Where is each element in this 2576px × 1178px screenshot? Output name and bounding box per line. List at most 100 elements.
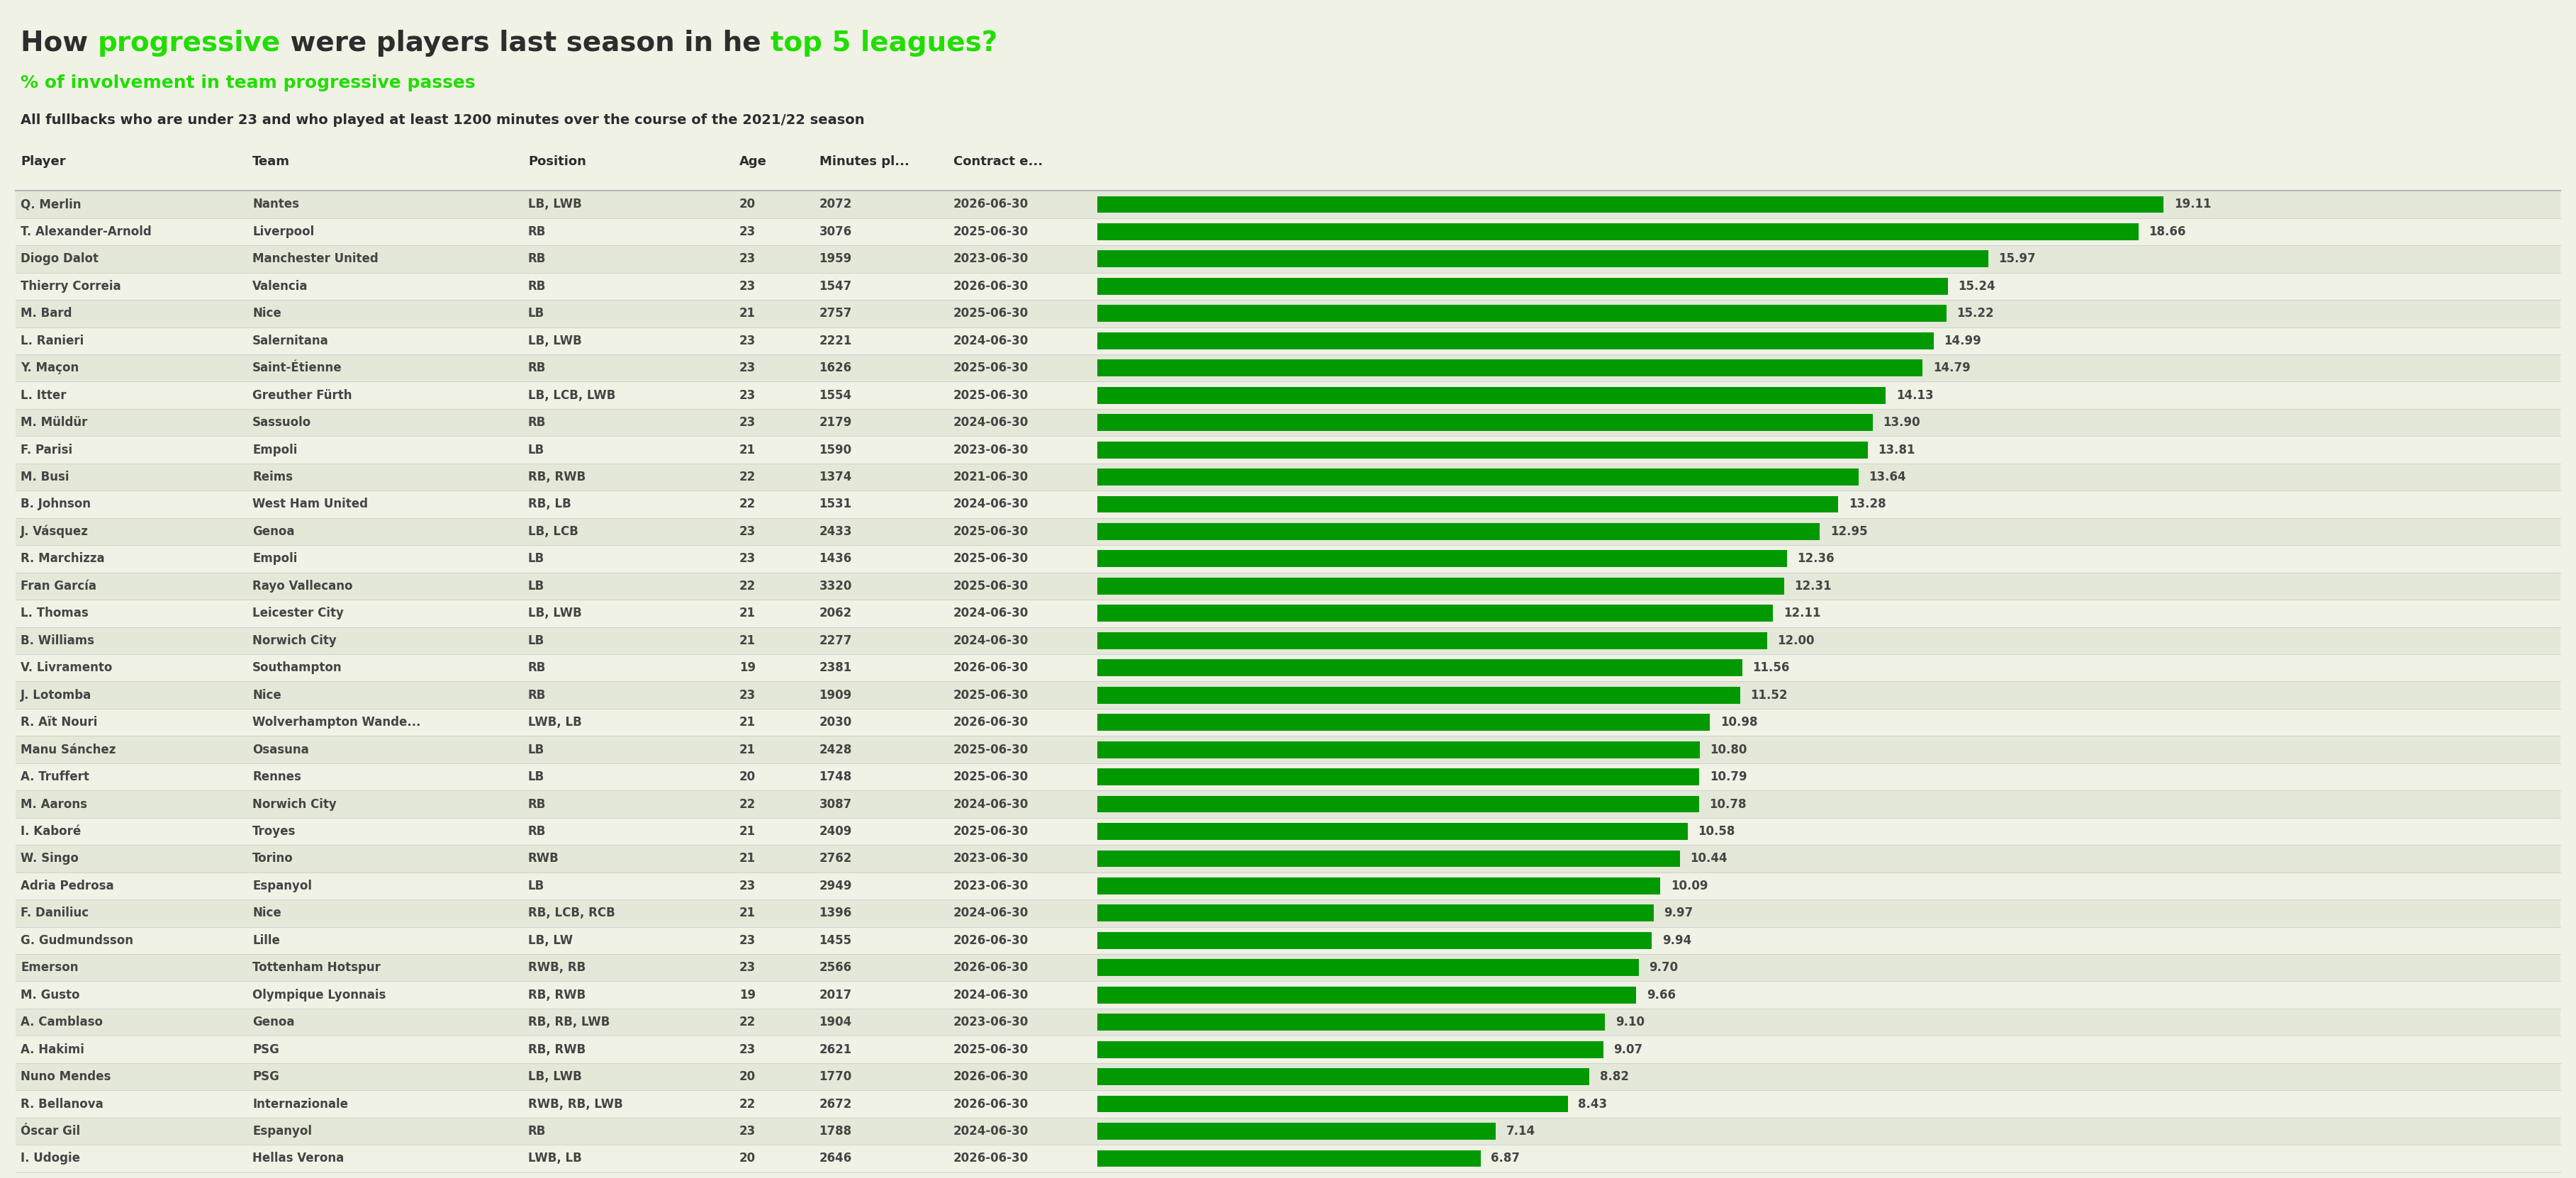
Text: 23: 23	[739, 552, 755, 565]
Text: RB: RB	[528, 1125, 546, 1138]
Bar	[15, 627, 2561, 654]
Text: RB: RB	[528, 416, 546, 429]
Text: 3087: 3087	[819, 798, 853, 810]
Text: LB, LCB: LB, LCB	[528, 525, 580, 538]
Bar	[1097, 305, 1947, 322]
Text: 2025-06-30: 2025-06-30	[953, 362, 1028, 375]
Text: 21: 21	[739, 907, 755, 920]
Text: 10.44: 10.44	[1690, 852, 1728, 865]
Text: LB: LB	[528, 552, 544, 565]
Text: 2026-06-30: 2026-06-30	[953, 1098, 1028, 1111]
Text: 19.11: 19.11	[2174, 198, 2210, 211]
Bar	[1097, 1041, 1602, 1058]
Bar	[15, 954, 2561, 981]
Text: 2017: 2017	[819, 988, 853, 1001]
Text: 2023-06-30: 2023-06-30	[953, 852, 1028, 865]
Text: Adria Pedrosa: Adria Pedrosa	[21, 880, 113, 892]
Text: 2024-06-30: 2024-06-30	[953, 988, 1028, 1001]
Text: 1547: 1547	[819, 280, 853, 292]
Text: L. Thomas: L. Thomas	[21, 607, 88, 620]
Text: 1959: 1959	[819, 252, 853, 265]
Text: LB: LB	[528, 443, 544, 456]
Bar	[15, 1035, 2561, 1063]
Text: Emerson: Emerson	[21, 961, 77, 974]
Text: 1455: 1455	[819, 934, 853, 947]
Bar	[1097, 633, 1767, 649]
Bar	[1097, 442, 1868, 458]
Text: 21: 21	[739, 634, 755, 647]
Bar	[1097, 577, 1785, 595]
Text: RB: RB	[528, 252, 546, 265]
Bar	[15, 1145, 2561, 1172]
Text: RB, RWB: RB, RWB	[528, 988, 585, 1001]
Text: 11.56: 11.56	[1752, 662, 1790, 674]
Text: Reims: Reims	[252, 471, 294, 483]
Text: LWB, LB: LWB, LB	[528, 716, 582, 729]
Bar	[15, 736, 2561, 763]
Text: 21: 21	[739, 743, 755, 756]
Bar	[1097, 878, 1662, 894]
Bar	[15, 790, 2561, 818]
Text: 14.79: 14.79	[1932, 362, 1971, 375]
Text: 2026-06-30: 2026-06-30	[953, 934, 1028, 947]
Text: 12.31: 12.31	[1795, 580, 1832, 593]
Text: Diogo Dalot: Diogo Dalot	[21, 252, 98, 265]
Text: 23: 23	[739, 934, 755, 947]
Text: 22: 22	[739, 498, 755, 511]
Bar	[1097, 660, 1741, 676]
Text: A. Hakimi: A. Hakimi	[21, 1043, 85, 1055]
Text: 13.64: 13.64	[1868, 471, 1906, 483]
Text: 2025-06-30: 2025-06-30	[953, 770, 1028, 783]
Text: R. Marchizza: R. Marchizza	[21, 552, 106, 565]
Text: LB: LB	[528, 580, 544, 593]
Text: 13.28: 13.28	[1850, 498, 1886, 511]
Text: 2621: 2621	[819, 1043, 853, 1055]
Text: A. Truffert: A. Truffert	[21, 770, 90, 783]
Text: 8.82: 8.82	[1600, 1071, 1628, 1083]
Text: 22: 22	[739, 798, 755, 810]
Text: 21: 21	[739, 607, 755, 620]
Text: LB: LB	[528, 770, 544, 783]
Text: 3076: 3076	[819, 225, 853, 238]
Text: Norwich City: Norwich City	[252, 634, 337, 647]
Bar	[1097, 224, 2138, 240]
Text: 2762: 2762	[819, 852, 853, 865]
Text: 10.58: 10.58	[1698, 825, 1736, 838]
Text: Thierry Correia: Thierry Correia	[21, 280, 121, 292]
Text: 14.13: 14.13	[1896, 389, 1935, 402]
Text: Salernitana: Salernitana	[252, 335, 330, 348]
Text: 1374: 1374	[819, 471, 853, 483]
Bar	[1097, 851, 1680, 867]
Text: 12.00: 12.00	[1777, 634, 1814, 647]
Text: Internazionale: Internazionale	[252, 1098, 348, 1111]
Text: 2030: 2030	[819, 716, 853, 729]
Bar	[1097, 415, 1873, 431]
Bar	[1097, 1068, 1589, 1085]
Text: 2024-06-30: 2024-06-30	[953, 416, 1028, 429]
Text: LB: LB	[528, 634, 544, 647]
Text: 2025-06-30: 2025-06-30	[953, 1043, 1028, 1055]
Text: Genoa: Genoa	[252, 525, 294, 538]
Text: 23: 23	[739, 335, 755, 348]
Bar	[15, 573, 2561, 600]
Text: 2949: 2949	[819, 880, 853, 892]
Bar	[1097, 823, 1687, 840]
Text: 13.90: 13.90	[1883, 416, 1922, 429]
Text: Minutes pl...: Minutes pl...	[819, 155, 909, 168]
Text: RB: RB	[528, 225, 546, 238]
Text: 23: 23	[739, 1125, 755, 1138]
Text: RB, RB, LWB: RB, RB, LWB	[528, 1015, 611, 1028]
Text: V. Livramento: V. Livramento	[21, 662, 113, 674]
Text: RB, RWB: RB, RWB	[528, 471, 585, 483]
Text: 20: 20	[739, 198, 755, 211]
Text: 10.98: 10.98	[1721, 716, 1757, 729]
Bar	[1097, 1150, 1481, 1167]
Text: 12.11: 12.11	[1783, 607, 1821, 620]
Text: Q. Merlin: Q. Merlin	[21, 198, 82, 211]
Text: 2026-06-30: 2026-06-30	[953, 662, 1028, 674]
Text: 2024-06-30: 2024-06-30	[953, 634, 1028, 647]
Text: J. Lotomba: J. Lotomba	[21, 689, 93, 701]
Text: 2026-06-30: 2026-06-30	[953, 716, 1028, 729]
Text: Osasuna: Osasuna	[252, 743, 309, 756]
Text: progressive: progressive	[98, 29, 281, 57]
